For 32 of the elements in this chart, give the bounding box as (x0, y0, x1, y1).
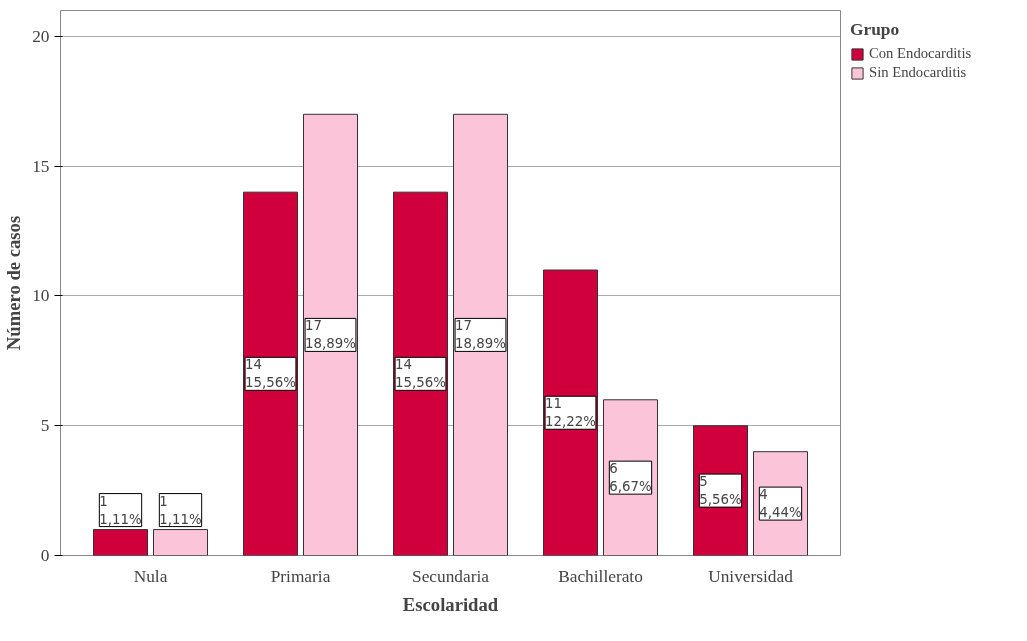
legend-title: Grupo (850, 20, 901, 40)
y-tick-label: 10 (32, 286, 50, 306)
bar (303, 113, 358, 556)
x-tick-label: Nula (133, 566, 168, 586)
x-tick-label: Bachillerato (558, 566, 643, 586)
data-label: 17 18,89% (305, 318, 356, 352)
data-label: 5 5,56% (699, 474, 742, 508)
x-tick-label: Primaria (270, 566, 331, 586)
y-axis-title: Número de casos (3, 215, 25, 351)
x-tick-label: Secundaria (412, 566, 490, 586)
y-tick-label: 0 (40, 546, 50, 565)
data-label: 6 6,67% (609, 461, 652, 495)
data-label: 4 4,44% (759, 487, 802, 521)
data-label: 1 1,11% (159, 493, 202, 527)
data-label: 11 12,22% (545, 396, 596, 430)
y-tick-label: 15 (32, 156, 50, 176)
legend-label: Con Endocarditis (869, 45, 972, 62)
bar (243, 191, 298, 556)
y-tick-label: 5 (40, 416, 50, 436)
x-tick-label: Universidad (708, 566, 794, 586)
data-label: 1 1,11% (99, 493, 142, 527)
bar (93, 529, 148, 556)
data-label: 14 15,56% (395, 357, 446, 391)
x-axis-title: Escolaridad (402, 593, 499, 615)
y-tick-label: 20 (32, 26, 50, 46)
data-label: 17 18,89% (455, 318, 506, 352)
bar (543, 269, 598, 556)
bar (153, 529, 208, 556)
bar (453, 113, 508, 556)
data-label: 14 15,56% (245, 357, 296, 391)
legend-label: Sin Endocarditis (869, 64, 967, 81)
bar (393, 191, 448, 556)
